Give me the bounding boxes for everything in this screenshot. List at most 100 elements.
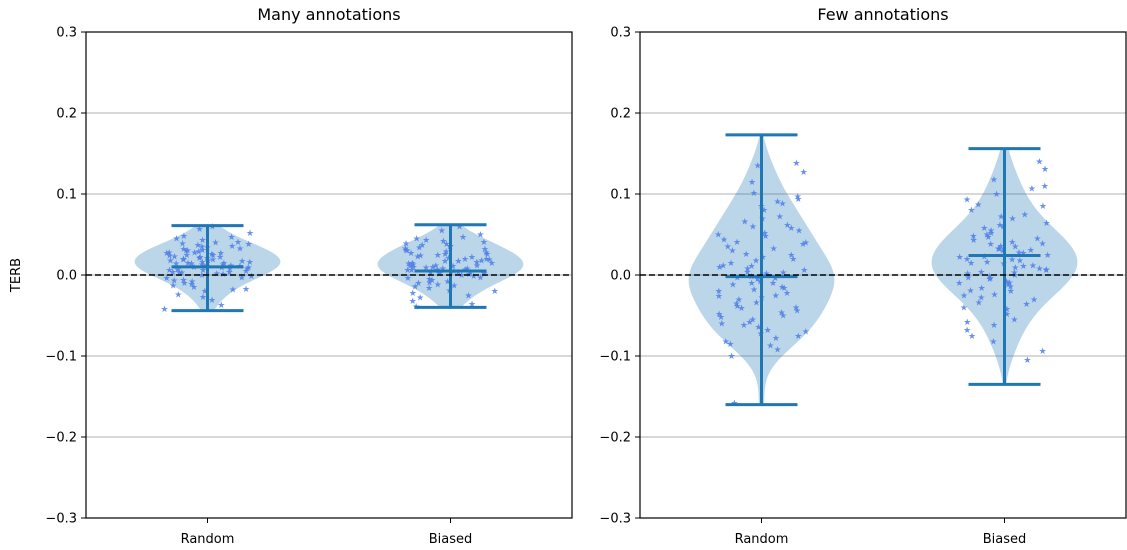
data-point: ★ xyxy=(247,272,255,282)
data-point: ★ xyxy=(802,239,810,249)
data-point: ★ xyxy=(968,332,976,342)
data-point: ★ xyxy=(473,258,481,268)
data-point: ★ xyxy=(194,241,202,251)
data-point: ★ xyxy=(198,243,206,253)
data-point: ★ xyxy=(169,268,177,278)
data-point: ★ xyxy=(970,236,978,246)
data-point: ★ xyxy=(242,285,250,295)
data-point: ★ xyxy=(226,265,234,275)
data-point: ★ xyxy=(726,340,734,350)
data-point: ★ xyxy=(468,253,476,263)
data-point: ★ xyxy=(963,318,971,328)
data-point: ★ xyxy=(1030,295,1038,305)
data-point: ★ xyxy=(754,162,762,172)
data-point: ★ xyxy=(184,259,192,269)
data-point: ★ xyxy=(994,244,1002,254)
data-point: ★ xyxy=(733,238,741,248)
data-point: ★ xyxy=(766,341,774,351)
data-point: ★ xyxy=(762,232,770,242)
data-point: ★ xyxy=(482,248,490,258)
data-point: ★ xyxy=(208,222,216,232)
data-point: ★ xyxy=(1019,262,1027,272)
data-point: ★ xyxy=(717,313,725,323)
data-point: ★ xyxy=(1041,182,1049,192)
data-point: ★ xyxy=(715,292,723,302)
data-point: ★ xyxy=(748,279,756,289)
data-point: ★ xyxy=(406,262,414,272)
data-point: ★ xyxy=(780,284,788,294)
y-tick-label: 0.3 xyxy=(610,26,631,41)
data-point: ★ xyxy=(425,278,433,288)
data-point: ★ xyxy=(198,258,206,268)
data-point: ★ xyxy=(416,294,424,304)
data-point: ★ xyxy=(1004,281,1012,291)
data-point: ★ xyxy=(794,332,802,342)
x-tick-label: Biased xyxy=(429,532,473,547)
y-tick-label: −0.1 xyxy=(599,350,631,365)
data-point: ★ xyxy=(1008,214,1016,224)
y-tick-label: 0.1 xyxy=(56,188,77,203)
data-point: ★ xyxy=(480,238,488,248)
data-point: ★ xyxy=(984,233,992,243)
data-point: ★ xyxy=(481,245,489,255)
data-point: ★ xyxy=(180,279,188,289)
data-point: ★ xyxy=(488,259,496,269)
data-point: ★ xyxy=(987,229,995,239)
data-point: ★ xyxy=(760,206,768,216)
data-point: ★ xyxy=(769,279,777,289)
data-point: ★ xyxy=(450,282,458,292)
data-point: ★ xyxy=(180,256,188,266)
data-point: ★ xyxy=(1039,202,1047,212)
chart-panel-1: ★★★★★★★★★★★★★★★★★★★★★★★★★★★★★★★ ★★★★★★★★★… xyxy=(9,5,573,547)
data-point: ★ xyxy=(418,241,426,251)
data-point: ★ xyxy=(793,307,801,317)
data-point: ★ xyxy=(754,323,762,333)
data-point: ★ xyxy=(428,276,436,286)
data-point: ★ xyxy=(770,244,778,254)
data-point: ★ xyxy=(1042,265,1050,275)
data-point: ★ xyxy=(413,235,421,245)
data-point: ★ xyxy=(963,255,971,265)
data-point: ★ xyxy=(771,274,779,284)
data-point: ★ xyxy=(1003,305,1011,315)
data-point: ★ xyxy=(188,280,196,290)
data-point: ★ xyxy=(964,273,972,283)
data-point: ★ xyxy=(180,245,188,255)
data-point: ★ xyxy=(987,240,995,250)
data-point: ★ xyxy=(750,286,758,296)
data-point: ★ xyxy=(727,259,735,269)
data-point: ★ xyxy=(422,264,430,274)
data-point: ★ xyxy=(438,226,446,236)
data-point: ★ xyxy=(955,279,963,289)
data-point: ★ xyxy=(1035,158,1043,168)
data-point: ★ xyxy=(741,218,749,228)
data-point: ★ xyxy=(995,245,1003,255)
data-point: ★ xyxy=(752,256,760,266)
data-point: ★ xyxy=(748,262,756,272)
data-point: ★ xyxy=(983,258,991,268)
data-point: ★ xyxy=(238,273,246,283)
data-point: ★ xyxy=(178,269,186,279)
data-point: ★ xyxy=(163,249,171,259)
data-point: ★ xyxy=(422,236,430,246)
data-point: ★ xyxy=(217,301,225,311)
data-point: ★ xyxy=(802,328,810,338)
data-point: ★ xyxy=(761,229,769,239)
data-point: ★ xyxy=(993,190,1001,200)
data-point: ★ xyxy=(199,236,207,246)
data-point: ★ xyxy=(218,264,226,274)
data-point: ★ xyxy=(444,254,452,264)
data-point: ★ xyxy=(1023,356,1031,366)
data-point: ★ xyxy=(983,231,991,241)
data-point: ★ xyxy=(411,282,419,292)
y-tick-label: 0.1 xyxy=(610,188,631,203)
data-point: ★ xyxy=(477,256,485,266)
data-point: ★ xyxy=(434,281,442,291)
data-point: ★ xyxy=(1042,219,1050,229)
data-point: ★ xyxy=(174,290,182,300)
data-point: ★ xyxy=(728,352,736,362)
data-point: ★ xyxy=(735,295,743,305)
data-point: ★ xyxy=(789,255,797,265)
data-point: ★ xyxy=(441,250,449,260)
data-point: ★ xyxy=(773,346,781,356)
